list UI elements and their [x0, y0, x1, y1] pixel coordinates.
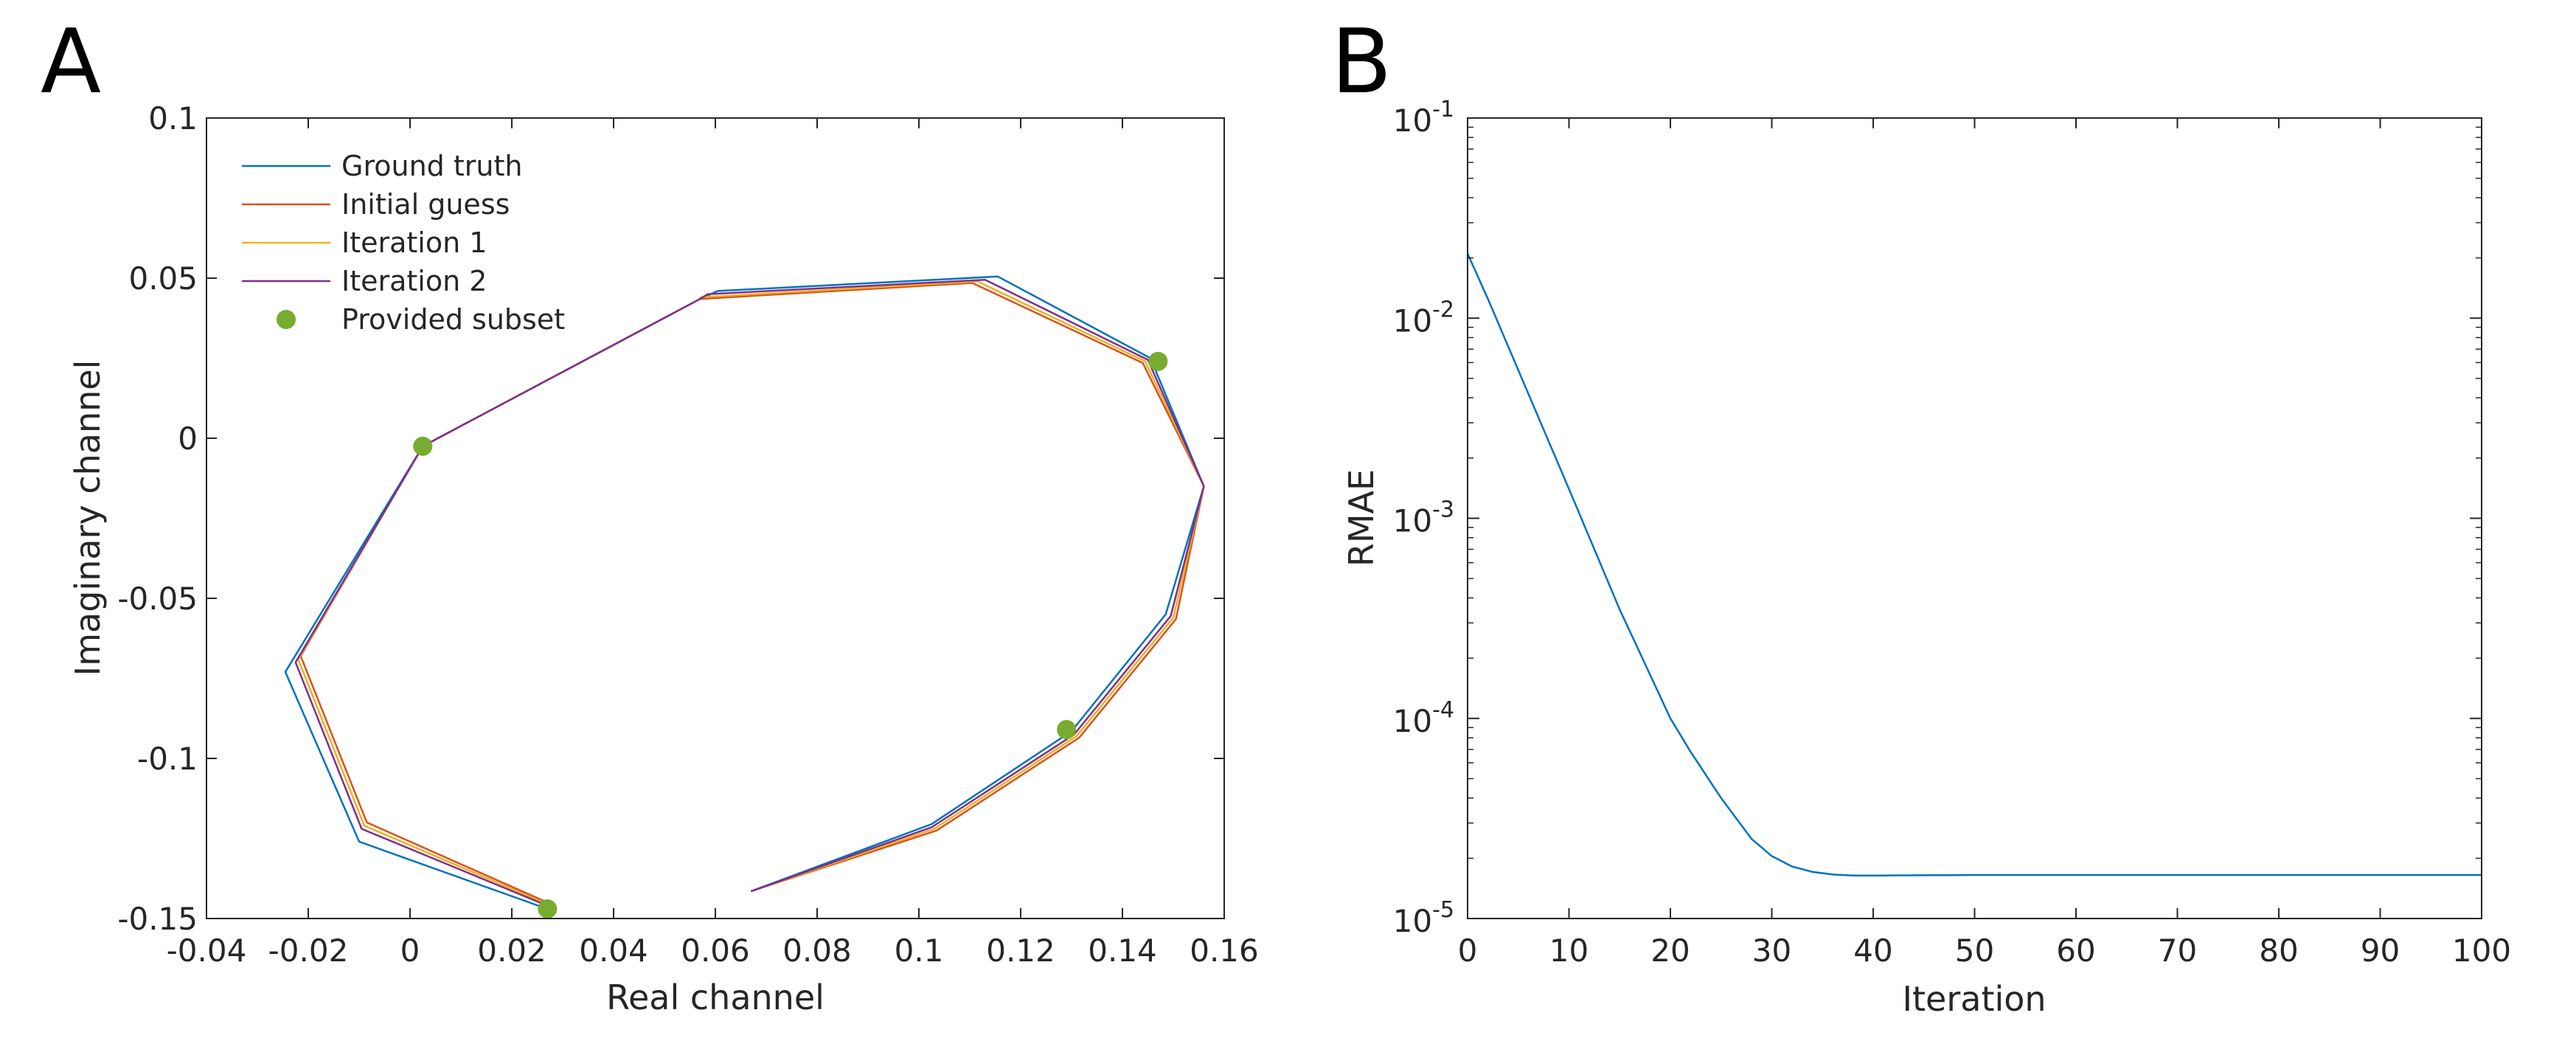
panel-a-x-tick-label: 0.06 [681, 933, 750, 969]
panel-a-y-axis-label: Imaginary channel [68, 360, 108, 677]
panel-a: A -0.04 -0.02 0 0.02 0.04 0.06 0.08 0.1 0.12 0.14… [41, 11, 1259, 1017]
panel-b-y-tick-label: 10-4 [1393, 697, 1454, 739]
panel-b-x-axis-label: Iteration [1902, 979, 2046, 1019]
panel-b-x-tick-label: 40 [1853, 933, 1892, 969]
panel-a-y-tick-label: 0.1 [148, 100, 198, 136]
panel-a-x-tick-label: 0.02 [477, 933, 546, 969]
panel-a-plot-area [206, 118, 1224, 919]
legend-initial-guess-label: Initial guess [341, 188, 510, 221]
panel-b-y-tick-label: 10-3 [1393, 497, 1454, 539]
panel-b-y-tick-label: 10-5 [1393, 897, 1454, 939]
initial-guess-line [299, 282, 1205, 904]
panel-a-x-ticks: -0.04 -0.02 0 0.02 0.04 0.06 0.08 0.1 0.12 0.14 0.… [167, 118, 1259, 969]
panel-a-y-tick-label: 0 [178, 421, 198, 457]
panel-b-x-ticks: 0 10 20 30 40 50 60 70 80 90 100 [1458, 118, 2511, 969]
panel-b-x-tick-label: 60 [2056, 933, 2095, 969]
panel-a-y-tick-label: -0.1 [137, 741, 198, 777]
panel-a-x-tick-label: 0.1 [895, 933, 944, 969]
panel-a-legend: Ground truth Initial guess Iteration 1 Iter… [242, 150, 565, 336]
panel-b-y-tick-label: 10-1 [1393, 97, 1454, 139]
provided-subset-point-4 [538, 899, 558, 919]
panel-b-plot-area [1468, 118, 2482, 919]
panel-b-x-tick-label: 80 [2259, 933, 2298, 969]
legend-iteration-1-label: Iteration 1 [341, 226, 487, 259]
panel-b-x-tick-label: 30 [1752, 933, 1791, 969]
panel-b-x-tick-label: 90 [2361, 933, 2400, 969]
panel-b: B 0 10 20 30 40 50 60 70 80 90 100 10-510-410-310-… [1331, 11, 2511, 1019]
panel-b-x-tick-label: 70 [2158, 933, 2197, 969]
provided-subset-point-3 [1057, 719, 1077, 739]
panel-a-x-tick-label: -0.02 [268, 933, 349, 969]
panel-b-y-ticks: 10-5 10-4 10-3 10-2 10-1 [1393, 97, 2482, 939]
provided-subset-point-2 [1148, 351, 1168, 371]
rmae-curve [1466, 253, 2482, 876]
panel-a-markers [413, 351, 1168, 919]
panel-b-lines [1466, 253, 2482, 876]
panel-a-x-tick-label: 0 [400, 933, 420, 969]
panel-b-x-tick-label: 0 [1458, 933, 1478, 969]
panel-b-x-tick-label: 100 [2452, 933, 2511, 969]
panel-b-letter: B [1331, 11, 1392, 114]
legend-iteration-2-label: Iteration 2 [341, 265, 487, 297]
panel-b-x-tick-label: 20 [1650, 933, 1690, 969]
panel-b-y-axis-label: RMAE [1341, 469, 1381, 567]
panel-a-y-tick-label: -0.15 [117, 901, 198, 937]
panel-b-x-tick-label: 50 [1955, 933, 1994, 969]
panel-a-x-tick-label: 0.14 [1088, 933, 1157, 969]
panel-b-y-tick-label: 10-2 [1393, 297, 1454, 339]
provided-subset-point-1 [413, 436, 433, 456]
panel-a-y-tick-label: -0.05 [117, 581, 198, 617]
panel-a-x-axis-label: Real channel [606, 978, 824, 1017]
panel-a-x-tick-label: -0.04 [167, 933, 247, 969]
panel-a-y-tick-label: 0.05 [128, 260, 198, 297]
panel-a-y-ticks: -0.15 -0.1 -0.05 0 0.05 0.1 [117, 100, 1224, 937]
panel-a-x-tick-label: 0.04 [579, 933, 648, 969]
panel-a-x-tick-label: 0.16 [1190, 933, 1259, 969]
panel-a-letter: A [41, 11, 101, 114]
panel-b-x-tick-label: 10 [1549, 933, 1589, 969]
legend-provided-subset-marker [277, 310, 296, 329]
panel-a-x-tick-label: 0.12 [986, 933, 1055, 969]
panel-a-x-tick-label: 0.08 [782, 933, 852, 969]
legend-ground-truth-label: Ground truth [341, 150, 522, 182]
legend-provided-subset-label: Provided subset [341, 303, 565, 336]
